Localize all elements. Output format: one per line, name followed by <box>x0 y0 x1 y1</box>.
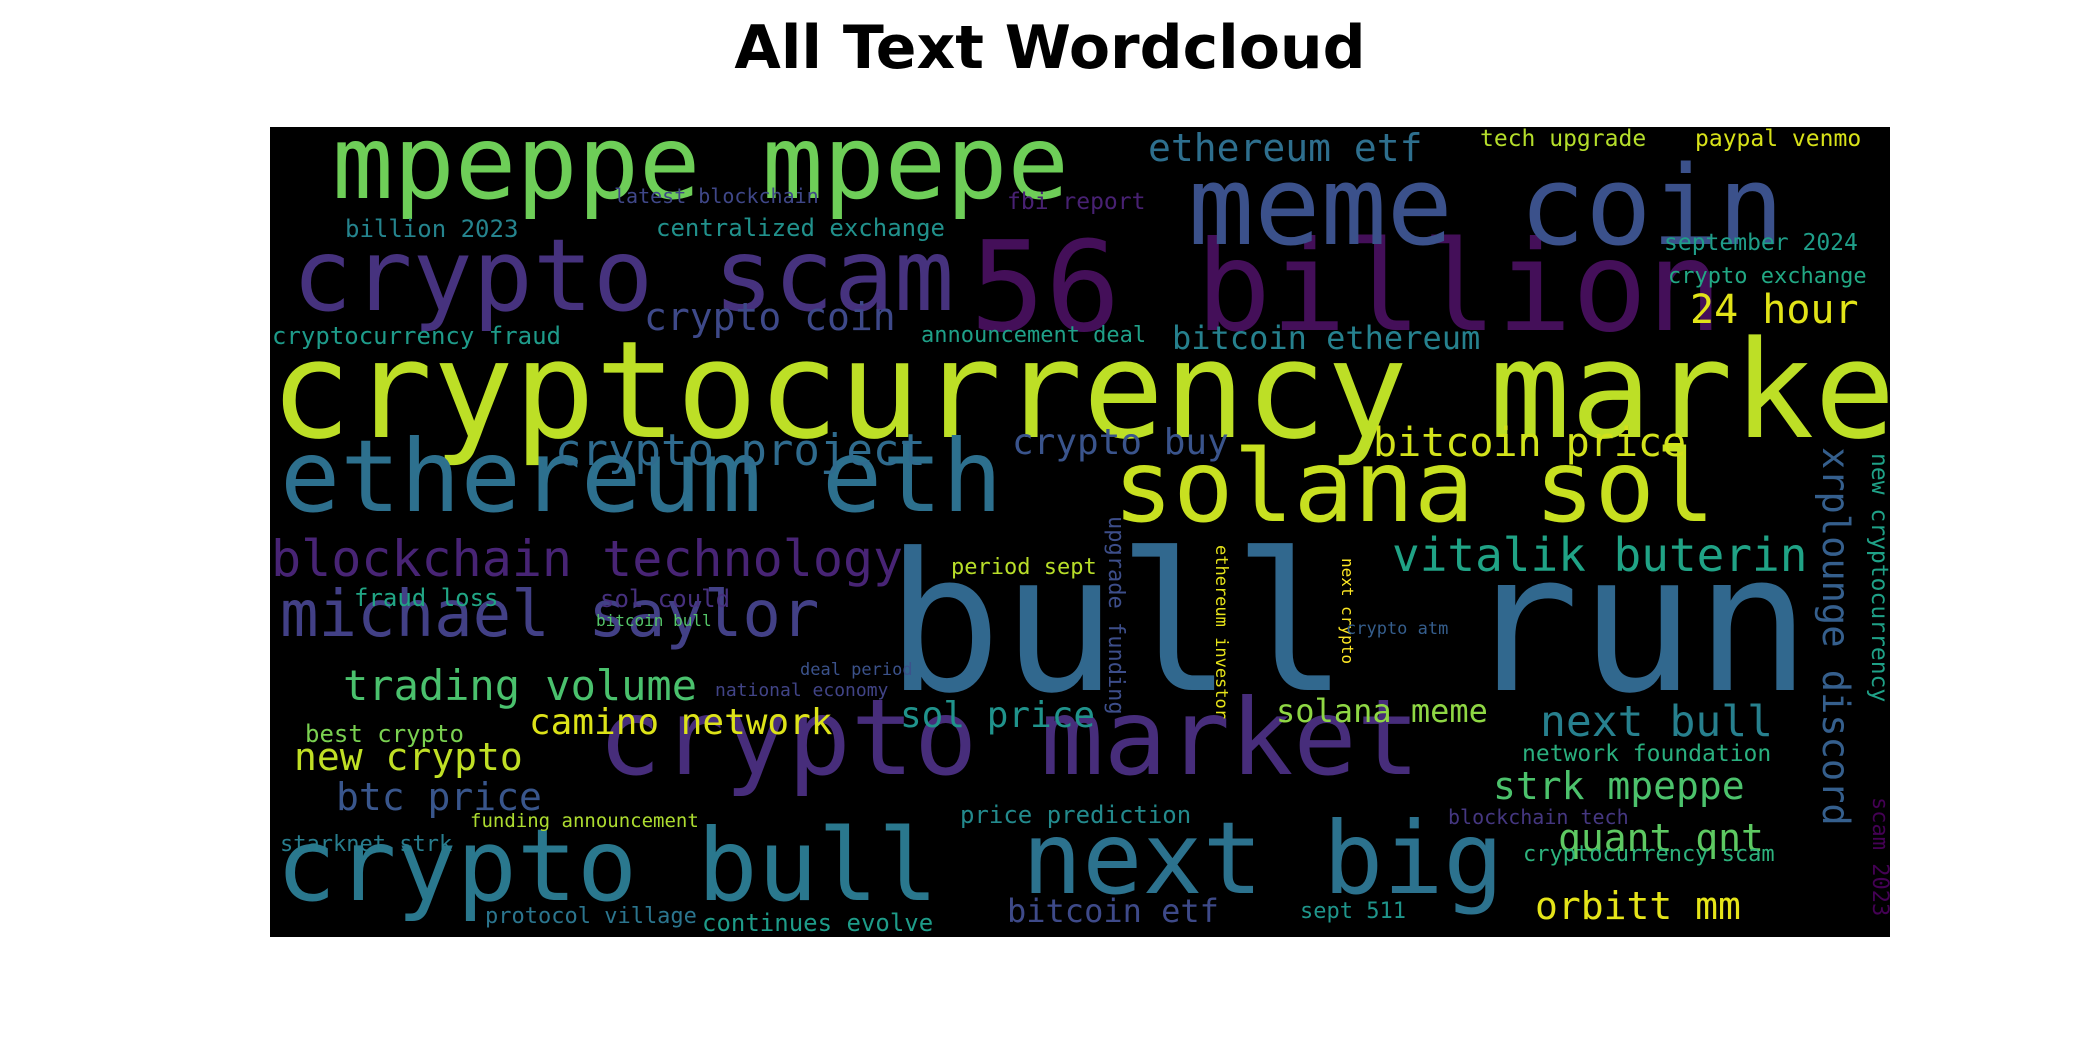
word-item: sol price <box>900 695 1096 736</box>
word-item: scam 2023 <box>1867 797 1890 917</box>
word-item: bitcoin bull <box>596 611 712 630</box>
word-item: september 2024 <box>1664 230 1858 256</box>
word-item: network foundation <box>1522 741 1772 767</box>
word-item: trading volume <box>343 661 698 710</box>
word-item: crypto buy <box>1012 422 1229 463</box>
word-item: billion 2023 <box>345 215 519 243</box>
word-item: funding announcement <box>470 810 699 832</box>
word-item: ethereum etf <box>1148 127 1423 170</box>
word-item: new crypto <box>294 735 523 779</box>
word-item: bitcoin ethereum <box>1172 319 1481 357</box>
word-item: blockchain tech <box>1448 805 1629 829</box>
word-item: vitalik buterin <box>1392 528 1808 582</box>
word-item: next big <box>1022 800 1504 917</box>
word-item: period sept <box>951 555 1097 580</box>
word-item: cryptocurrency scam <box>1523 842 1775 867</box>
word-item: bitcoin etf <box>1007 892 1219 930</box>
word-item: sol could <box>600 585 731 613</box>
word-item: upgrade funding <box>1103 516 1128 715</box>
word-item: fraud loss <box>354 584 499 612</box>
word-item: crypto bull <box>276 807 939 924</box>
word-item: crypto exchange <box>1668 264 1867 289</box>
word-item: meme coin <box>1188 142 1785 270</box>
word-item: bull run <box>886 513 1811 736</box>
word-item: new cryptocurrency <box>1866 453 1890 703</box>
word-item: btc price <box>336 775 542 819</box>
word-item: solana sol <box>1113 428 1716 545</box>
word-item: blockchain technology <box>271 530 904 588</box>
word-item: next crypto <box>1338 558 1357 664</box>
chart-title: All Text Wordcloud <box>734 13 1366 83</box>
word-item: cryptocurrency fraud <box>272 322 561 350</box>
word-item: orbitt mm <box>1535 884 1741 928</box>
word-item: protocol village <box>485 904 697 929</box>
word-item: solana meme <box>1276 692 1488 730</box>
word-item: fbi report <box>1007 189 1146 215</box>
word-item: xrplounge discord <box>1814 447 1857 826</box>
word-item: 56 billion <box>970 215 1723 360</box>
word-item: mpeppe mpepe <box>332 127 1069 223</box>
word-item: starknet strk <box>280 832 453 857</box>
word-item: camino network <box>529 702 833 743</box>
word-item: strk mpeppe <box>1493 764 1745 808</box>
word-item: national economy <box>715 680 889 701</box>
word-item: paypal venmo <box>1695 127 1862 152</box>
word-item: latest blockchain <box>614 184 819 208</box>
word-item: centralized exchange <box>656 214 945 242</box>
word-item: ethereum investor <box>1211 545 1231 719</box>
word-item: crypto coin <box>644 295 896 339</box>
word-item: next bull <box>1540 697 1773 747</box>
word-item: deal period <box>800 660 913 680</box>
word-item: 24 hour <box>1690 287 1859 333</box>
word-item: quant qnt <box>1558 816 1764 860</box>
word-item: continues evolve <box>702 909 934 937</box>
word-item: ethereum eth <box>280 418 1003 535</box>
word-item: sept 511 <box>1300 899 1406 924</box>
word-item: announcement deal <box>921 323 1147 348</box>
word-item: michael saylor <box>280 578 820 652</box>
word-item: best crypto <box>305 720 464 748</box>
word-item: price prediction <box>960 801 1192 829</box>
word-item: tech upgrade <box>1480 127 1647 152</box>
word-item: crypto scam <box>292 217 955 334</box>
word-item: crypto market <box>598 677 1420 799</box>
wordcloud: cryptocurrency market bull run 56 billion m… <box>270 127 1890 937</box>
word-item: cryptocurrency market <box>270 312 1890 469</box>
word-item: bitcoin price <box>1373 420 1687 466</box>
word-item: crypto atm <box>1346 619 1449 639</box>
word-item: crypto project <box>555 425 926 476</box>
